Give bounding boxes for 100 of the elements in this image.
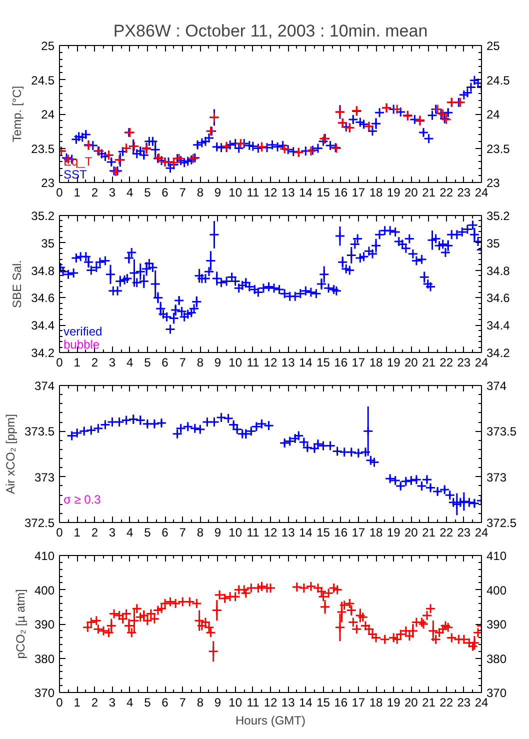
y-tick-label: 370 (34, 686, 55, 700)
y-tick-label: 400 (34, 583, 55, 598)
x-tick-label: 1 (74, 186, 81, 200)
x-tick-label: 10 (228, 356, 242, 370)
y-tick-label: 35.2 (31, 209, 55, 223)
x-tick-label: 3 (108, 186, 116, 200)
x-tick-label: 6 (162, 526, 169, 540)
y-tick-label: 34.2 (31, 346, 55, 360)
x-tick-label: 8 (196, 186, 204, 200)
legend-label: bubble (64, 338, 100, 352)
x-tick-label: 15 (316, 526, 330, 540)
x-tick-label: 10 (228, 526, 242, 540)
y2-tick-label: 34.6 (486, 291, 510, 306)
y-tick-label: 25 (41, 39, 55, 53)
y2-tick-label: 373 (486, 470, 507, 484)
y2-tick-label: 35.2 (486, 209, 510, 223)
x-tick-label: 6 (162, 186, 169, 200)
x-tick-label: 20 (404, 526, 418, 540)
x-tick-label: 24 (474, 526, 488, 540)
x-tick-label: 5 (144, 356, 152, 370)
x-tick-label: 11 (246, 696, 260, 710)
y2-tick-label: 370 (486, 686, 507, 700)
y2-tick-label: 24.5 (486, 73, 510, 88)
y2-tick-label: 34.2 (486, 346, 510, 360)
x-tick-label: 21 (422, 696, 436, 710)
x-tick-label: 8 (196, 526, 204, 540)
x-tick-label: 2 (91, 186, 98, 200)
x-tick-label: 16 (334, 186, 348, 200)
x-tick-label: 14 (298, 526, 313, 540)
x-tick-label: 7 (179, 526, 186, 540)
y-tick-label: 380 (34, 652, 55, 666)
x-tick-label: 18 (369, 356, 383, 370)
x-tick-label: 14 (298, 356, 313, 370)
x-tick-label: 20 (404, 186, 418, 200)
x-tick-label: 24 (474, 186, 488, 200)
x-tick-label: 6 (162, 696, 169, 710)
y-tick-label: 23 (41, 176, 55, 190)
x-tick-label: 21 (422, 186, 436, 200)
x-tick-label: 5 (144, 526, 152, 540)
x-tick-label: 9 (214, 696, 222, 710)
x-tick-label: 16 (334, 696, 348, 710)
x-tick-label: 20 (404, 696, 418, 710)
y-axis-title: Temp. [°C] (10, 86, 24, 142)
x-tick-label: 24 (474, 696, 488, 710)
x-axis-title: Hours (GMT) (236, 714, 306, 728)
y2-tick-label: 410 (486, 549, 507, 563)
x-tick-label: 0 (56, 526, 64, 540)
y-tick-label: 373.5 (24, 424, 55, 439)
x-tick-label: 18 (369, 696, 383, 710)
x-tick-label: 13 (281, 526, 296, 540)
y-tick-label: 373 (34, 470, 55, 484)
x-tick-label: 17 (352, 356, 366, 370)
x-tick-label: 19 (386, 696, 401, 710)
x-tick-label: 12 (264, 356, 278, 370)
x-tick-label: 4 (126, 696, 134, 710)
y2-tick-label: 380 (486, 652, 507, 666)
annotation: σ ≥ 0.3 (64, 492, 102, 506)
x-tick-label: 1 (74, 356, 81, 370)
x-tick-label: 20 (404, 356, 418, 370)
x-tick-label: 5 (144, 186, 152, 200)
series-label: SST (64, 168, 88, 182)
y-axis-title: Air xCO₂ [ppm] (3, 414, 18, 494)
y2-tick-label: 24 (486, 108, 500, 122)
x-tick-label: 10 (228, 696, 242, 710)
x-tick-label: 9 (214, 526, 222, 540)
x-tick-label: 17 (352, 526, 366, 540)
x-tick-label: 19 (386, 526, 401, 540)
y2-tick-label: 23 (486, 176, 500, 190)
x-tick-label: 2 (91, 526, 98, 540)
y2-tick-label: 372.5 (486, 516, 517, 530)
y2-tick-label: 373.5 (486, 424, 517, 439)
x-tick-label: 4 (126, 186, 134, 200)
x-tick-label: 10 (228, 186, 242, 200)
y2-tick-label: 400 (486, 583, 507, 598)
x-tick-label: 22 (440, 186, 454, 200)
x-tick-label: 0 (56, 356, 64, 370)
x-tick-label: 3 (108, 526, 116, 540)
x-tick-label: 0 (56, 696, 64, 710)
y-tick-label: 34.8 (31, 264, 55, 278)
y-tick-label: 24 (41, 108, 55, 122)
x-tick-label: 9 (214, 186, 222, 200)
x-tick-label: 7 (179, 186, 186, 200)
y-tick-label: 410 (34, 549, 55, 563)
x-tick-label: 8 (196, 696, 204, 710)
x-tick-label: 21 (422, 356, 436, 370)
x-tick-label: 0 (56, 186, 64, 200)
x-tick-label: 4 (126, 526, 134, 540)
x-tick-label: 11 (246, 356, 260, 370)
x-tick-label: 3 (108, 356, 116, 370)
x-tick-label: 23 (457, 696, 471, 710)
x-tick-label: 1 (74, 526, 81, 540)
x-tick-label: 5 (144, 696, 152, 710)
text: verified (64, 324, 102, 338)
x-tick-label: 16 (334, 356, 348, 370)
x-tick-label: 12 (264, 526, 278, 540)
y-tick-label: 23.5 (31, 142, 55, 156)
x-tick-label: 8 (196, 356, 204, 370)
y2-tick-label: 25 (486, 39, 500, 53)
x-tick-label: 17 (352, 696, 366, 710)
x-tick-label: 16 (334, 526, 348, 540)
